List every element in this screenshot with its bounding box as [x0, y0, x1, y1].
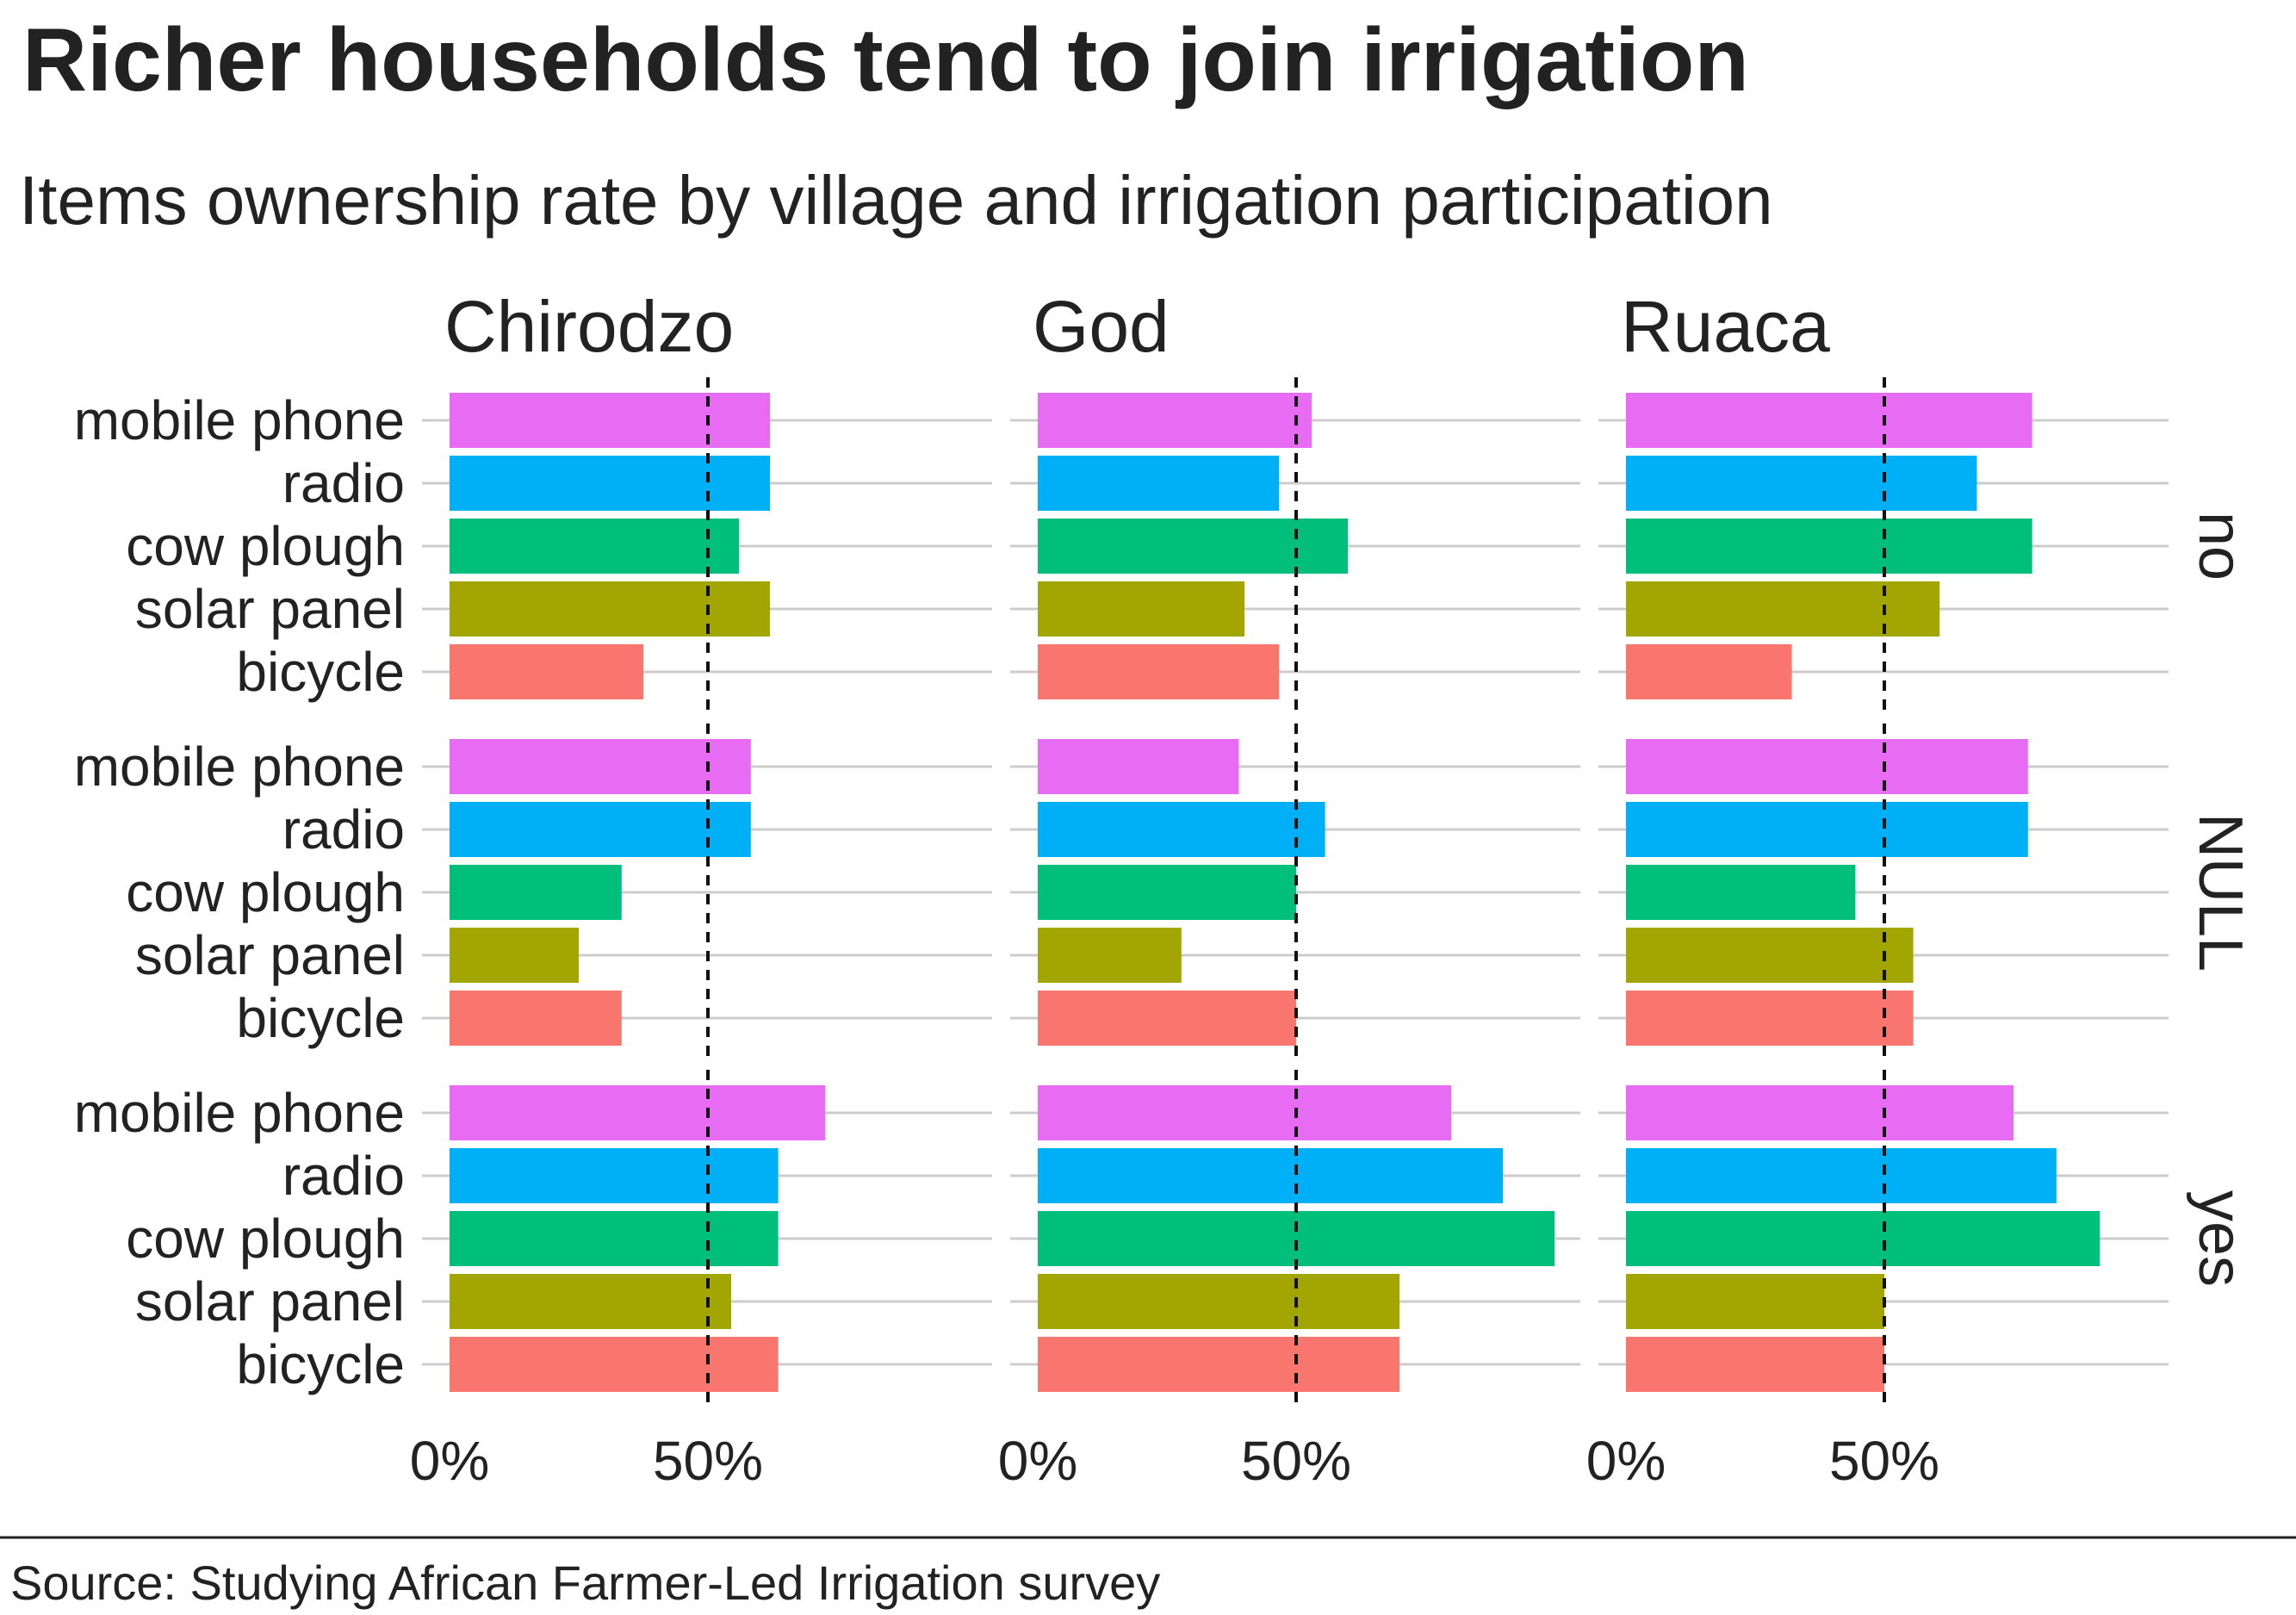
- bar-ruaca-yes-bicycle: [1626, 1337, 1884, 1392]
- bar-chirodzo-no-solar-panel: [450, 581, 770, 637]
- bar-chirodzo-yes-solar-panel: [450, 1274, 731, 1329]
- bar-chirodzo-null-cow-plough: [450, 865, 622, 920]
- facet-title-ruaca: Ruaca: [1621, 286, 1830, 367]
- bar-ruaca-no-bicycle: [1626, 644, 1792, 699]
- bar-ruaca-null-radio: [1626, 802, 2028, 857]
- ytick-null-cow-plough: cow plough: [126, 861, 405, 923]
- bar-ruaca-yes-radio: [1626, 1148, 2057, 1203]
- ytick-no-solar-panel: solar panel: [135, 578, 405, 640]
- xtick-chirodzo-0-: 0%: [410, 1430, 490, 1492]
- bar-chirodzo-yes-radio: [450, 1148, 779, 1203]
- facet-title-chirodzo: Chirodzo: [444, 286, 734, 367]
- bar-chirodzo-yes-cow-plough: [450, 1211, 779, 1266]
- bar-god-null-mobile-phone: [1038, 739, 1239, 794]
- ytick-null-mobile-phone: mobile phone: [74, 736, 405, 798]
- bar-god-null-radio: [1038, 802, 1325, 857]
- ytick-null-solar-panel: solar panel: [135, 924, 405, 986]
- bar-god-null-solar-panel: [1038, 928, 1182, 983]
- ytick-yes-mobile-phone: mobile phone: [74, 1082, 405, 1144]
- bar-god-no-bicycle: [1038, 644, 1280, 699]
- ytick-no-cow-plough: cow plough: [126, 515, 405, 577]
- bar-chirodzo-yes-mobile-phone: [450, 1085, 826, 1140]
- bar-god-null-bicycle: [1038, 991, 1296, 1046]
- bar-god-yes-radio: [1038, 1148, 1503, 1203]
- bar-ruaca-yes-solar-panel: [1626, 1274, 1884, 1329]
- bar-ruaca-no-mobile-phone: [1626, 393, 2032, 448]
- source-note: Source: Studying African Farmer-Led Irri…: [10, 1556, 1160, 1610]
- row-strip-null: NULL: [2186, 813, 2255, 972]
- facet-title-god: God: [1033, 286, 1170, 367]
- bar-god-no-mobile-phone: [1038, 393, 1312, 448]
- bar-god-no-radio: [1038, 456, 1280, 511]
- chart-title: Richer households tend to join irrigatio…: [22, 10, 1749, 110]
- bar-chirodzo-null-mobile-phone: [450, 739, 751, 794]
- bar-ruaca-null-solar-panel: [1626, 928, 1914, 983]
- bar-chirodzo-null-bicycle: [450, 991, 622, 1046]
- bar-ruaca-null-mobile-phone: [1626, 739, 2028, 794]
- bar-chirodzo-yes-bicycle: [450, 1337, 779, 1392]
- ytick-no-bicycle: bicycle: [236, 641, 405, 703]
- bar-ruaca-yes-cow-plough: [1626, 1211, 2101, 1266]
- bar-god-yes-solar-panel: [1038, 1274, 1399, 1329]
- bar-god-no-cow-plough: [1038, 519, 1348, 574]
- ytick-no-radio: radio: [282, 452, 405, 514]
- xtick-god-0-: 0%: [998, 1430, 1078, 1492]
- ytick-no-mobile-phone: mobile phone: [74, 389, 405, 451]
- bar-god-yes-bicycle: [1038, 1337, 1399, 1392]
- ytick-yes-cow-plough: cow plough: [126, 1208, 405, 1270]
- bar-god-yes-cow-plough: [1038, 1211, 1554, 1266]
- row-strip-no: no: [2186, 512, 2255, 581]
- bar-ruaca-yes-mobile-phone: [1626, 1085, 2014, 1140]
- bar-chirodzo-null-solar-panel: [450, 928, 579, 983]
- xtick-ruaca-50-: 50%: [1829, 1430, 1939, 1492]
- xtick-chirodzo-50-: 50%: [653, 1430, 763, 1492]
- bar-ruaca-null-cow-plough: [1626, 865, 1856, 920]
- xtick-ruaca-0-: 0%: [1586, 1430, 1666, 1492]
- bar-chirodzo-null-radio: [450, 802, 751, 857]
- ytick-yes-radio: radio: [282, 1145, 405, 1207]
- bar-god-null-cow-plough: [1038, 865, 1296, 920]
- bar-ruaca-no-radio: [1626, 456, 1977, 511]
- bar-ruaca-null-bicycle: [1626, 991, 1914, 1046]
- bar-chirodzo-no-mobile-phone: [450, 393, 770, 448]
- bar-chirodzo-no-bicycle: [450, 644, 643, 699]
- bar-ruaca-no-cow-plough: [1626, 519, 2032, 574]
- bar-chirodzo-no-radio: [450, 456, 770, 511]
- ytick-null-radio: radio: [282, 798, 405, 860]
- ytick-yes-solar-panel: solar panel: [135, 1270, 405, 1332]
- chart-subtitle: Items ownership rate by village and irri…: [19, 162, 1773, 239]
- ytick-yes-bicycle: bicycle: [236, 1333, 405, 1395]
- ytick-null-bicycle: bicycle: [236, 987, 405, 1049]
- bar-god-yes-mobile-phone: [1038, 1085, 1451, 1140]
- bar-chirodzo-no-cow-plough: [450, 519, 739, 574]
- bar-ruaca-no-solar-panel: [1626, 581, 1940, 637]
- row-strip-yes: yes: [2186, 1190, 2255, 1287]
- bar-god-no-solar-panel: [1038, 581, 1244, 637]
- xtick-god-50-: 50%: [1241, 1430, 1351, 1492]
